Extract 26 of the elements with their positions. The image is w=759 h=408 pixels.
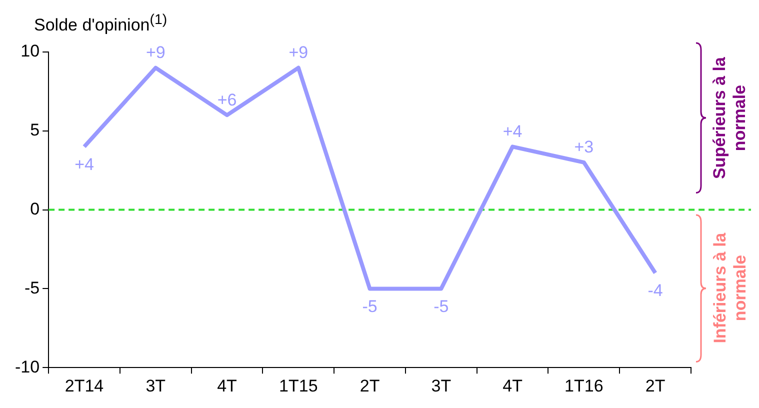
text: +9 [288, 42, 308, 62]
y-tick-label: 5 [30, 120, 40, 140]
x-tick-label: 3T [146, 376, 166, 396]
annotation: Supérieurs à la normale [709, 56, 750, 181]
text: +3 [574, 138, 594, 157]
chart-title: Solde d'opinion$^{(1)}$ [34, 12, 168, 36]
y-tick-label: 10 [20, 42, 40, 61]
y-tick-label: -5 [24, 278, 40, 298]
text: -5 [434, 296, 449, 316]
text: -4 [648, 281, 663, 300]
text: +9 [146, 42, 166, 62]
x-tick-label: 2T [645, 376, 666, 396]
x-tick-label: 2T [360, 376, 380, 396]
text: +6 [217, 90, 237, 110]
x-tick-label: 4T [217, 376, 237, 396]
x-tick-label: 3T [431, 376, 452, 396]
x-tick-label: 2T14 [64, 376, 104, 396]
y-tick-label: 0 [30, 199, 40, 218]
text: +4 [74, 154, 94, 174]
text: +4 [502, 122, 522, 141]
annotation: Inférieurs à la normale [709, 232, 750, 346]
text: -5 [362, 296, 378, 316]
x-tick-label: 1T16 [564, 376, 604, 396]
x-tick-label: 4T [502, 376, 522, 396]
y-tick-label: -10 [14, 357, 40, 376]
x-tick-label: 1T15 [279, 376, 318, 396]
